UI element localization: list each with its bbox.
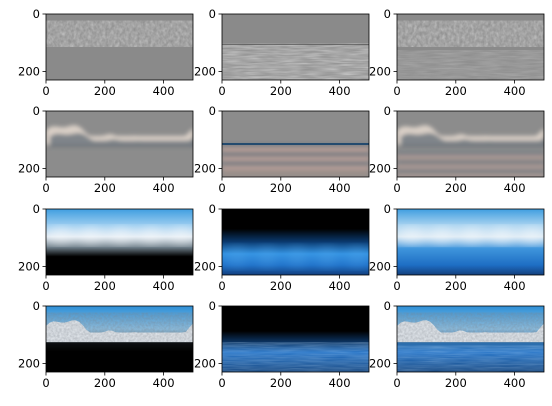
x-tick-label: 200 <box>270 376 292 390</box>
axes-frame <box>396 305 545 373</box>
x-tick-label: 400 <box>329 376 351 390</box>
y-tick-label: 0 <box>384 7 391 21</box>
x-tick-label: 0 <box>393 181 400 195</box>
y-tick-label: 200 <box>194 259 216 273</box>
x-tick-label: 400 <box>153 376 175 390</box>
x-tick-label: 400 <box>504 84 526 98</box>
axes-frame <box>396 110 545 178</box>
x-tick-label: 0 <box>42 84 49 98</box>
x-tick-label: 200 <box>445 181 467 195</box>
axes-frame <box>221 305 370 373</box>
image-content <box>222 111 369 177</box>
x-tick-label: 400 <box>153 279 175 293</box>
x-tick-label: 200 <box>445 84 467 98</box>
image-content <box>397 14 544 80</box>
y-tick-label: 200 <box>18 64 40 78</box>
image-content <box>222 209 369 275</box>
axes-frame <box>396 208 545 276</box>
y-tick-label: 0 <box>33 202 40 216</box>
image-content <box>46 306 193 372</box>
y-tick-label: 0 <box>384 299 391 313</box>
axes-frame <box>45 208 194 276</box>
x-tick-label: 200 <box>270 181 292 195</box>
y-tick-label: 0 <box>384 104 391 118</box>
y-tick-label: 200 <box>369 161 391 175</box>
x-tick-label: 200 <box>94 181 116 195</box>
x-tick-label: 0 <box>393 279 400 293</box>
y-tick-label: 0 <box>209 202 216 216</box>
axes-frame <box>45 13 194 81</box>
x-tick-label: 400 <box>329 84 351 98</box>
x-tick-label: 400 <box>153 84 175 98</box>
x-tick-label: 400 <box>504 181 526 195</box>
y-tick-label: 200 <box>369 64 391 78</box>
image-content <box>397 209 544 275</box>
x-tick-label: 400 <box>329 181 351 195</box>
y-tick-label: 200 <box>369 356 391 370</box>
axes-frame <box>221 110 370 178</box>
x-tick-label: 0 <box>393 84 400 98</box>
x-tick-label: 0 <box>42 181 49 195</box>
axes-frame <box>221 208 370 276</box>
image-content <box>46 209 193 275</box>
y-tick-label: 0 <box>209 299 216 313</box>
axes-frame <box>45 305 194 373</box>
x-tick-label: 400 <box>153 181 175 195</box>
axes-frame <box>221 13 370 81</box>
y-tick-label: 200 <box>18 259 40 273</box>
x-tick-label: 200 <box>94 84 116 98</box>
x-tick-label: 400 <box>504 376 526 390</box>
x-tick-label: 0 <box>42 376 49 390</box>
axes-frame <box>396 13 545 81</box>
x-tick-label: 0 <box>218 84 225 98</box>
y-tick-label: 0 <box>33 104 40 118</box>
x-tick-label: 200 <box>445 376 467 390</box>
x-tick-label: 200 <box>270 84 292 98</box>
x-tick-label: 0 <box>218 181 225 195</box>
y-tick-label: 0 <box>384 202 391 216</box>
x-tick-label: 0 <box>218 376 225 390</box>
y-tick-label: 0 <box>33 7 40 21</box>
y-tick-label: 200 <box>194 356 216 370</box>
y-tick-label: 200 <box>369 259 391 273</box>
y-tick-label: 200 <box>18 161 40 175</box>
image-content <box>46 14 193 80</box>
x-tick-label: 200 <box>94 376 116 390</box>
y-tick-label: 0 <box>209 104 216 118</box>
image-content <box>222 306 369 372</box>
y-tick-label: 200 <box>194 64 216 78</box>
image-content <box>222 14 369 80</box>
y-tick-label: 200 <box>18 356 40 370</box>
image-content <box>397 306 544 372</box>
x-tick-label: 0 <box>218 279 225 293</box>
x-tick-label: 200 <box>270 279 292 293</box>
x-tick-label: 200 <box>94 279 116 293</box>
x-tick-label: 0 <box>42 279 49 293</box>
y-tick-label: 200 <box>194 161 216 175</box>
x-tick-label: 0 <box>393 376 400 390</box>
x-tick-label: 200 <box>445 279 467 293</box>
x-tick-label: 400 <box>329 279 351 293</box>
axes-frame <box>45 110 194 178</box>
x-tick-label: 400 <box>504 279 526 293</box>
image-content <box>397 111 544 177</box>
y-tick-label: 0 <box>33 299 40 313</box>
y-tick-label: 0 <box>209 7 216 21</box>
image-content <box>46 111 193 177</box>
